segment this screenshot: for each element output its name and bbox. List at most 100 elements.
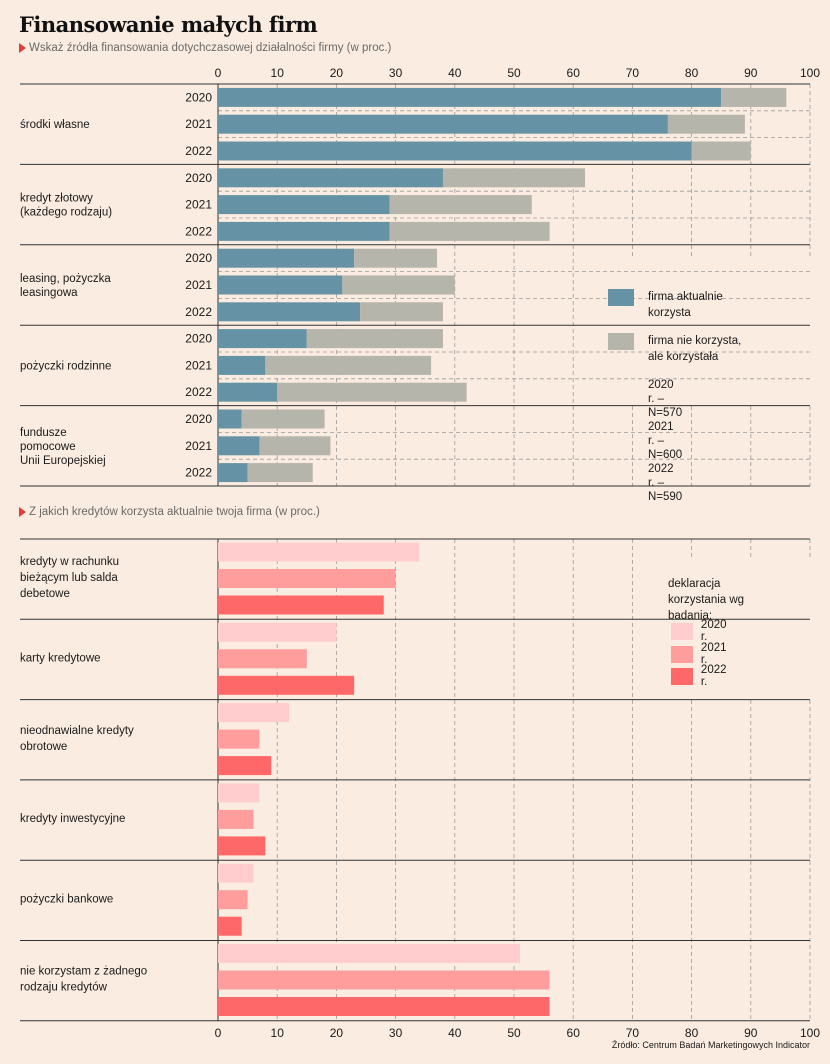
legend-notes: 2020 r. – N=570 2021 r. – N=600 2022 r. …: [648, 378, 682, 504]
chart1-category-label: środki własne: [20, 119, 90, 131]
chart1-x-tick-label: 70: [626, 66, 640, 80]
chart1-bar-current: [218, 248, 355, 268]
chart1-category-label: leasing, pożyczka leasingowa: [20, 273, 111, 299]
chart2-category-label: nie korzystam z żadnego rodzaju kredytów: [20, 966, 147, 994]
chart2-bar: [218, 756, 272, 776]
chart2-category-label: karty kredytowe: [20, 652, 101, 664]
chart1-x-tick-label: 100: [800, 66, 820, 80]
legend-label-past: firma nie korzysta, ale korzystała: [648, 335, 742, 363]
chart1-year-label: 2020: [185, 332, 212, 346]
legend-item-current: firma aktualnie korzysta: [608, 289, 758, 321]
legend2-swatch-2022: [671, 667, 693, 685]
chart2-x-tick-label: 10: [271, 1026, 285, 1040]
chart1-bar-past: [241, 409, 325, 429]
legend-note-2021: 2021 r. – N=600: [648, 421, 683, 461]
chart1-subtitle-text: Wskaż źródła finansowania dotychczasowej…: [29, 42, 392, 54]
chart1-bar-current: [218, 168, 443, 188]
chart2-x-tick-label: 60: [567, 1026, 581, 1040]
chart1-x-tick-label: 80: [685, 66, 699, 80]
chart2-x-tick-label: 20: [330, 1026, 344, 1040]
chart1-year-label: 2020: [185, 90, 212, 104]
triangle-marker-icon: [19, 507, 26, 517]
chart1-bar-current: [218, 221, 390, 241]
chart1-x-tick-label: 0: [215, 66, 222, 80]
chart2-bar: [218, 944, 520, 963]
chart1-bar-current: [218, 382, 278, 402]
chart1-bar-current: [218, 141, 692, 161]
chart1-year-label: 2022: [185, 385, 212, 399]
chart1-bar-current: [218, 195, 390, 215]
chart2-x-tick-label: 90: [744, 1026, 758, 1040]
chart2-bar: [218, 836, 266, 856]
chart2-category-label: kredyty inwestycyjne: [20, 813, 125, 825]
chart1-x-tick-label: 90: [744, 66, 758, 80]
chart1-x-tick-label: 50: [507, 66, 521, 80]
chart2-x-tick-label: 70: [626, 1026, 640, 1040]
chart2-bar: [218, 649, 307, 669]
legend-note-2020: 2020 r. – N=570: [648, 379, 683, 419]
chart2-bar: [218, 809, 254, 829]
chart1-bar-past: [360, 302, 443, 322]
legend-swatch-current: [608, 289, 634, 306]
chart2-category-label: nieodnawialne kredyty obrotowe: [20, 725, 134, 753]
chart2-bar: [218, 569, 396, 588]
chart1-year-label: 2020: [185, 251, 212, 265]
chart2-bar: [218, 729, 260, 749]
chart1-bar-current: [218, 302, 361, 322]
chart1-bar-past: [389, 195, 532, 215]
chart1-bar-current: [218, 114, 668, 134]
chart1-x-tick-label: 10: [271, 66, 285, 80]
chart1-year-label: 2021: [185, 278, 212, 292]
chart2-bar: [218, 542, 420, 562]
chart1-bar-past: [277, 382, 467, 402]
chart1-bar-past: [691, 141, 751, 161]
chart1-year-label: 2020: [185, 171, 212, 185]
chart1-bar-past: [721, 87, 787, 107]
chart1-bar-past: [259, 436, 331, 456]
chart2-bar: [218, 675, 355, 695]
chart2-bar: [218, 595, 384, 615]
chart2-bar: [218, 622, 337, 642]
chart1-bar-past: [342, 275, 455, 295]
legend2-label-2020: 2020 r.: [700, 619, 727, 643]
chart2-bar: [218, 916, 242, 936]
chart2-x-tick-label: 40: [448, 1026, 462, 1040]
chart2-subtitle-text: Z jakich kredytów korzysta aktualnie two…: [29, 506, 320, 518]
chart2-x-tick-label: 80: [685, 1026, 699, 1040]
legend2-swatch-2020: [671, 622, 693, 640]
chart1-bar-current: [218, 409, 242, 429]
legend-note-2022: 2022 r. – N=590: [648, 463, 683, 503]
chart1-year-label: 2021: [185, 358, 212, 372]
chart1-year-label: 2020: [185, 412, 212, 426]
chart1-x-tick-label: 60: [567, 66, 581, 80]
chart1-year-label: 2021: [185, 198, 212, 212]
chart2-bar: [218, 970, 550, 990]
legend2-label-2022: 2022 r.: [700, 664, 727, 688]
chart1-year-label: 2021: [185, 117, 212, 131]
chart1-year-label: 2022: [185, 305, 212, 319]
chart1-bar-current: [218, 329, 307, 349]
chart1-bar-past: [667, 114, 745, 134]
chart1-bar-past: [265, 355, 432, 375]
chart1-year-label: 2022: [185, 466, 212, 480]
chart1-x-tick-label: 30: [389, 66, 403, 80]
chart2-category-label: kredyty w rachunku bieżącym lub salda debe…: [20, 556, 119, 600]
chart2-bar: [218, 783, 260, 803]
chart1-category-label: pożyczki rodzinne: [20, 360, 111, 372]
chart1-bar-current: [218, 275, 343, 295]
legend2-item-2020: 2020 r.: [671, 619, 731, 643]
legend-item-past: firma nie korzysta, ale korzystała: [608, 333, 758, 365]
chart1-bar-past: [389, 221, 550, 241]
legend2-label-2021: 2021 r.: [700, 642, 727, 666]
legend-label-current: firma aktualnie korzysta: [648, 291, 723, 319]
chart1-category-label: fundusze pomocowe Unii Europejskiej: [20, 427, 106, 467]
chart1-x-tick-label: 20: [330, 66, 344, 80]
chart1-x-tick-label: 40: [448, 66, 462, 80]
chart2-category-label: pożyczki bankowe: [20, 893, 113, 905]
legend2-title: deklaracja korzystania wg badania:: [668, 578, 745, 622]
chart1-bar-past: [247, 463, 313, 483]
chart1-year-label: 2022: [185, 224, 212, 238]
legend-swatch-past: [608, 333, 634, 350]
chart2-x-tick-label: 50: [507, 1026, 521, 1040]
source-note: Źródło: Centrum Badań Marketingowych Ind…: [611, 1040, 810, 1050]
